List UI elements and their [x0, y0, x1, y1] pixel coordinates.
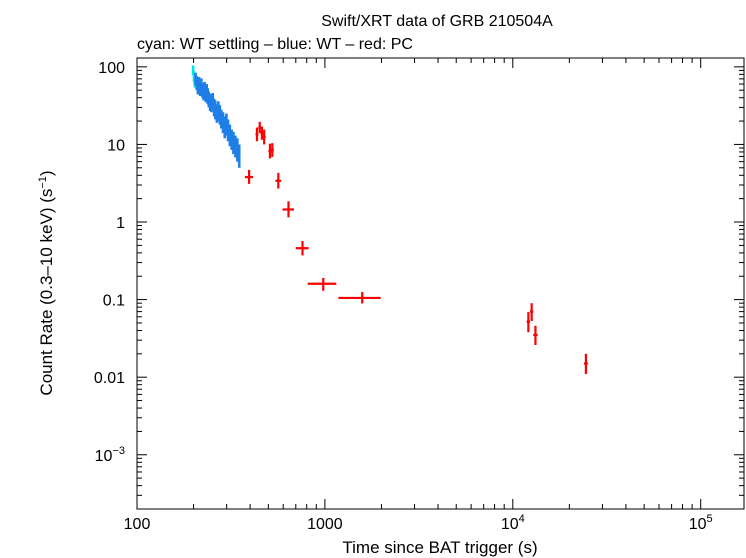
x-tick-label: 100 — [124, 516, 151, 533]
wt-data-point — [226, 119, 230, 142]
pc-data-point — [258, 121, 262, 134]
pc-data-point — [530, 303, 534, 321]
wt-data-point — [232, 131, 235, 155]
y-tick-labels: 100 10 1 0.1 0.01 10−3 — [94, 60, 125, 465]
pc-data-point — [262, 129, 266, 145]
x-tick-label: 105 — [689, 513, 713, 533]
pc-data-point — [533, 325, 538, 345]
data-points — [191, 65, 588, 374]
pc-data-point — [282, 201, 295, 218]
chart-title: Swift/XRT data of GRB 210504A — [321, 13, 553, 30]
y-tick-label: 1 — [116, 215, 125, 232]
y-tick-label: 10 — [107, 137, 125, 154]
pc-data-point — [583, 353, 588, 374]
pc-data-point — [260, 126, 264, 140]
pc-data-point — [268, 143, 272, 159]
y-axis-label-main: Count Rate (0.3–10 keV) (s — [37, 189, 56, 396]
pc-data-point — [295, 240, 309, 256]
wt-data-point — [237, 144, 241, 168]
pc-data-point — [270, 143, 274, 157]
chart-subtitle: cyan: WT settling – blue: WT – red: PC — [137, 36, 413, 53]
axis-ticks — [136, 58, 744, 510]
x-axis-label: Time since BAT trigger (s) — [342, 538, 537, 557]
x-tick-label: 1000 — [307, 516, 343, 533]
pc-data-point — [526, 312, 531, 333]
x-tick-labels: 100 1000 104 105 — [124, 513, 713, 533]
pc-data-point — [338, 292, 381, 304]
y-axis-label-exponent: −1 — [37, 176, 49, 189]
pc-data-point — [255, 127, 259, 142]
pc-data-point — [275, 172, 282, 189]
y-tick-label: 10−3 — [95, 445, 125, 465]
y-tick-label: 0.01 — [94, 370, 125, 387]
y-axis-label: Count Rate (0.3–10 keV) (s−1) — [37, 170, 56, 395]
y-tick-label: 0.1 — [103, 293, 125, 310]
y-axis-label-close: ) — [37, 170, 56, 176]
pc-data-point — [307, 277, 337, 291]
y-tick-label: 100 — [98, 60, 125, 77]
plot-frame — [136, 57, 745, 510]
pc-data-point — [244, 169, 254, 184]
x-tick-label: 104 — [501, 513, 525, 533]
